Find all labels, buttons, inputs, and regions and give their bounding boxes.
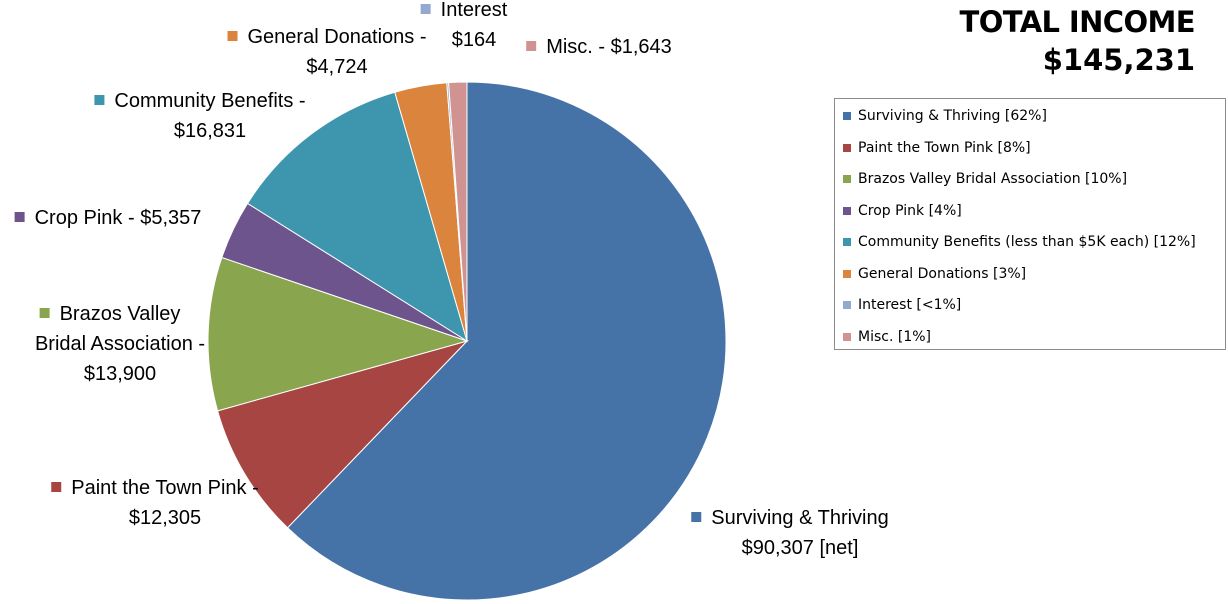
data-label-swatch	[526, 41, 537, 51]
data-label-text: Community Benefits -	[114, 90, 305, 112]
legend-label: Misc. [1%]	[858, 328, 931, 345]
data-label-swatch	[94, 95, 105, 105]
legend-item: Interest [<1%]	[843, 295, 961, 315]
legend-label: Community Benefits (less than $5K each) …	[858, 234, 1196, 250]
data-label-text: $4,724	[306, 56, 367, 78]
legend-label: Interest [<1%]	[858, 297, 962, 313]
data-label-text: Crop Pink - $5,357	[35, 207, 202, 229]
pie-slice-brazos-valley-bridal-association	[207, 256, 469, 412]
legend-swatch	[843, 175, 851, 183]
data-label-surviving-thriving: Surviving & Thriving $90,307 [net]	[691, 507, 889, 559]
data-label-text: Paint the Town Pink -	[71, 477, 259, 499]
data-label-text: $12,305	[129, 507, 201, 529]
data-label-swatch	[39, 308, 50, 318]
data-label-swatch	[420, 4, 431, 14]
legend-label: Crop Pink [4%]	[858, 202, 962, 219]
data-label-text: Brazos Valley	[60, 303, 181, 325]
legend-swatch	[843, 269, 851, 278]
legend-swatch	[843, 206, 851, 215]
legend-label: Brazos Valley Bridal Association [10%]	[858, 171, 1128, 187]
total-income-value: $145,231	[1042, 43, 1195, 77]
data-label-swatch	[227, 31, 238, 41]
legend-swatch	[843, 238, 851, 246]
data-label-swatch	[691, 512, 702, 522]
legend-item: Paint the Town Pink [8%]	[843, 138, 1031, 158]
total-income-title: TOTAL INCOME	[959, 5, 1196, 39]
data-label-text: Misc. - $1,643	[546, 36, 672, 58]
data-label-misc: Misc. - $1,643	[526, 36, 672, 58]
data-label-swatch	[14, 212, 25, 222]
data-label-community-benefits: Community Benefits - $16,831	[94, 90, 306, 142]
pie-slice-paint-the-town-pink	[216, 340, 469, 529]
legend-swatch	[843, 301, 851, 309]
pie-slice-surviving-thriving	[286, 81, 727, 601]
legend-label: Surviving & Thriving [62%]	[858, 108, 1047, 124]
legend-item: General Donations [3%]	[843, 264, 1026, 284]
legend-item: Surviving & Thriving [62%]	[843, 106, 1047, 126]
pie-slice-misc	[448, 81, 468, 342]
legend-item: Crop Pink [4%]	[843, 201, 962, 221]
data-label-brazos-valley-bridal-association: Brazos Valley Bridal Association - $13,900	[35, 303, 205, 385]
pie-slice-community-benefits	[246, 91, 468, 343]
data-label-text: $16,831	[174, 120, 246, 142]
legend-item: Community Benefits (less than $5K each) …	[843, 232, 1196, 252]
data-label-text: General Donations -	[248, 26, 427, 48]
data-label-text: Surviving & Thriving	[711, 507, 888, 529]
data-label-swatch	[51, 482, 62, 492]
data-label-text: Bridal Association -	[35, 333, 205, 355]
chart-legend: Surviving & Thriving [62%] Paint the Town…	[834, 98, 1226, 350]
data-label-text: $13,900	[84, 363, 156, 385]
data-label-crop-pink: Crop Pink - $5,357	[14, 207, 202, 229]
legend-swatch	[843, 143, 851, 152]
legend-swatch	[843, 112, 851, 120]
data-label-text: $90,307 [net]	[742, 537, 859, 559]
data-label-text: $164	[452, 29, 497, 51]
data-label-general-donations: General Donations - $4,724	[227, 26, 427, 78]
legend-item: Misc. [1%]	[843, 327, 931, 347]
data-label-interest: Interest $164	[420, 0, 508, 51]
legend-label: General Donations [3%]	[858, 265, 1027, 282]
legend-label: Paint the Town Pink [8%]	[858, 139, 1031, 156]
data-label-text: Interest	[441, 0, 508, 21]
data-label-paint-the-town-pink: Paint the Town Pink - $12,305	[51, 477, 259, 529]
legend-swatch	[843, 332, 851, 341]
legend-item: Brazos Valley Bridal Association [10%]	[843, 169, 1127, 189]
